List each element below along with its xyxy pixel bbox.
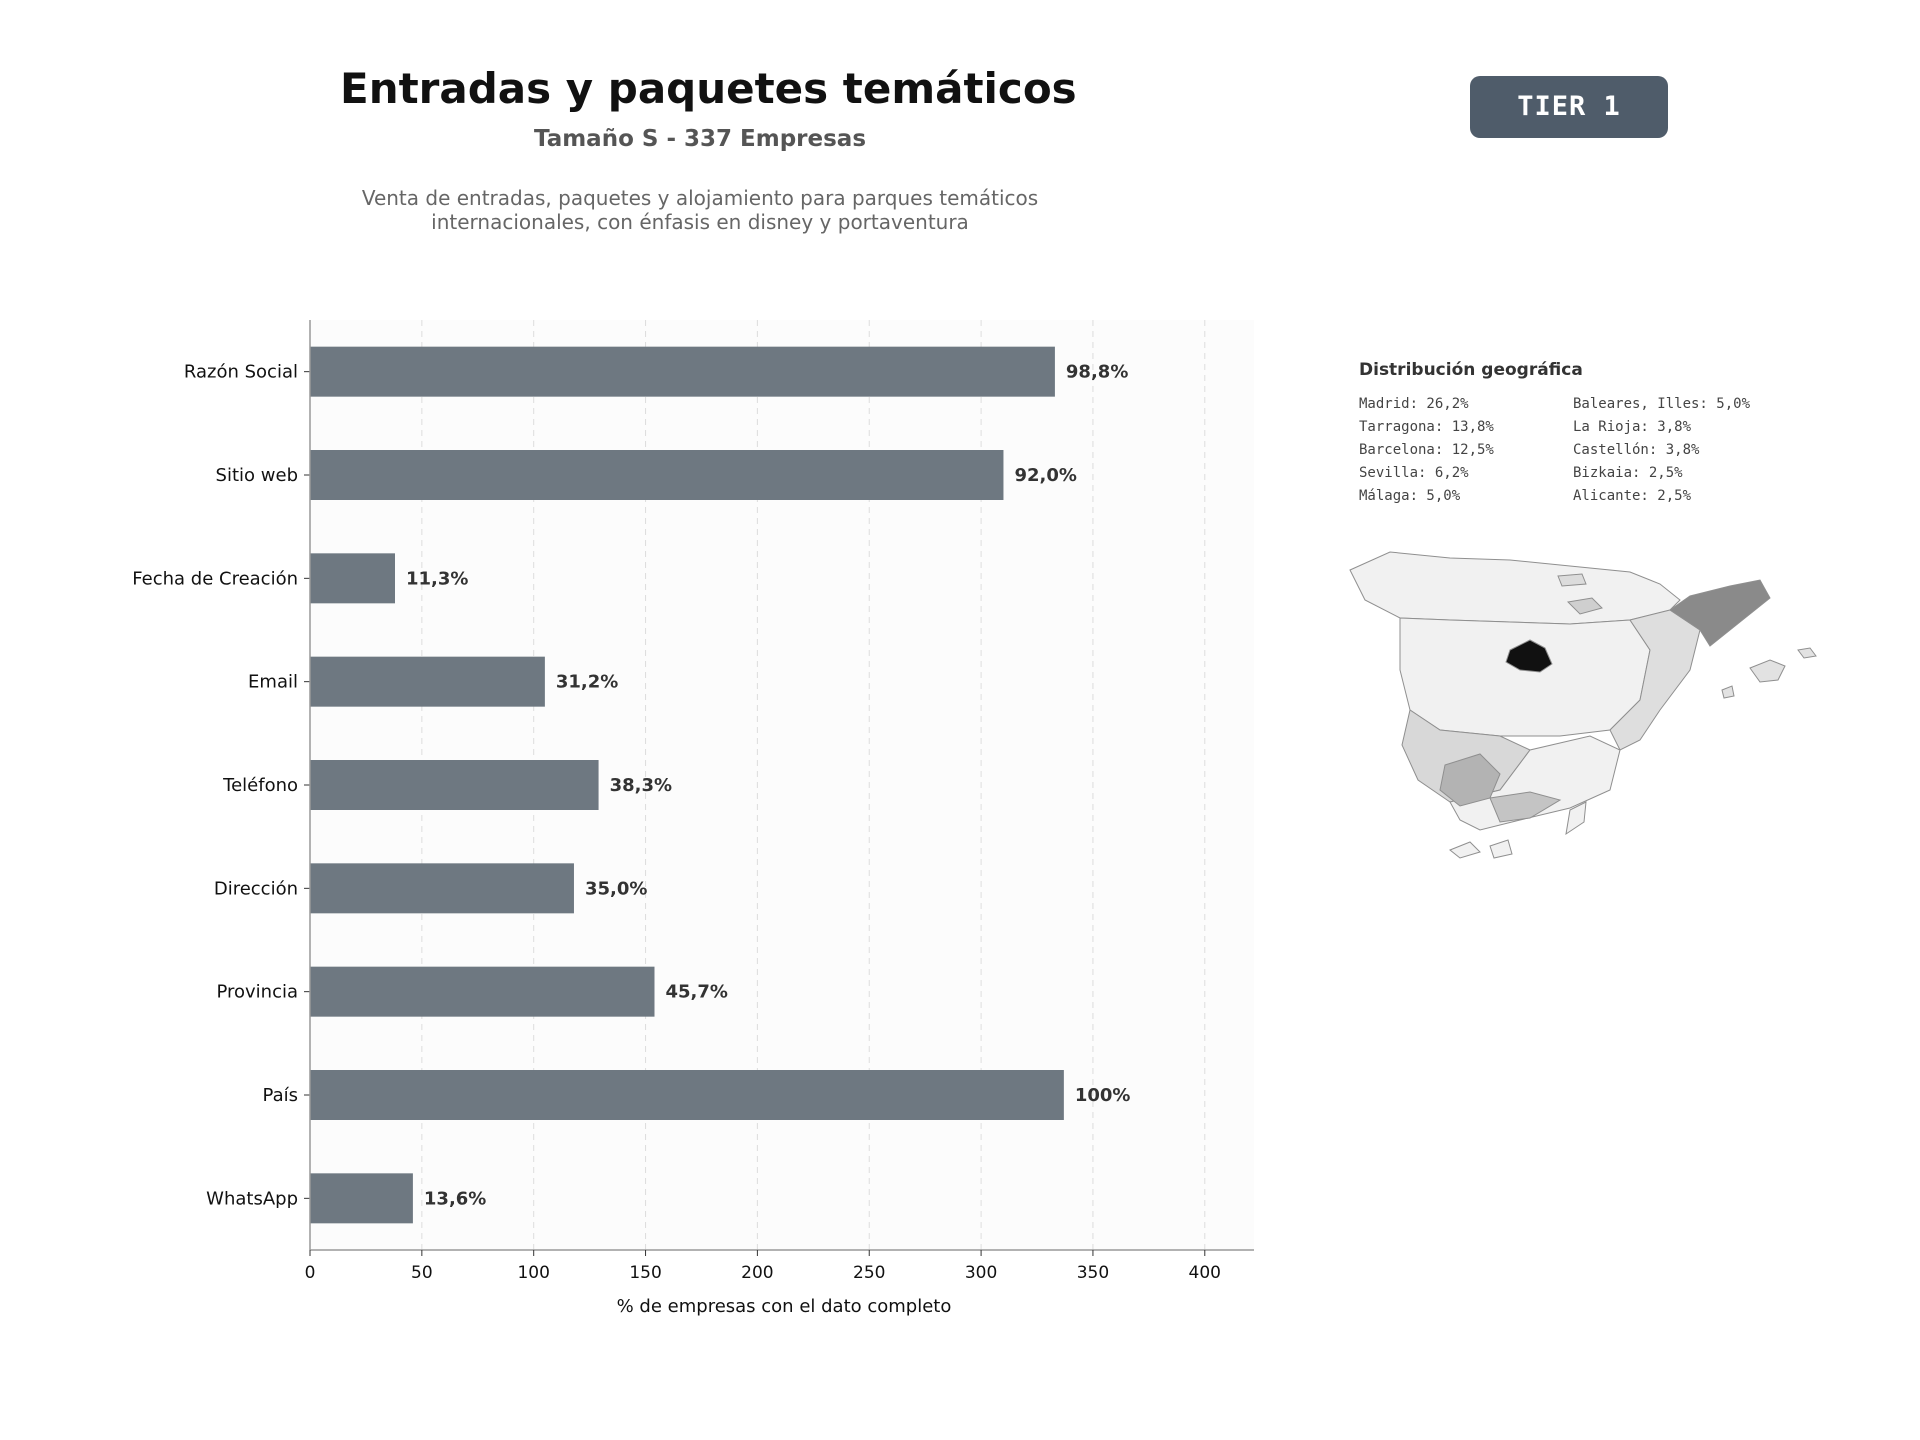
data-label: 13,6%: [424, 1188, 486, 1209]
y-tick-label: Sitio web: [216, 465, 298, 486]
geo-title: Distribución geográfica: [1359, 360, 1583, 380]
data-label: 98,8%: [1066, 362, 1128, 383]
y-tick-label: Teléfono: [222, 775, 298, 796]
data-label: 11,3%: [406, 568, 468, 589]
y-tick-label: País: [263, 1085, 298, 1106]
map-region-catalonia: [1669, 579, 1771, 647]
bar: [310, 1070, 1064, 1120]
data-label: 38,3%: [610, 775, 672, 796]
map-peninsula: [1349, 551, 1771, 831]
y-tick-label: Email: [248, 672, 298, 693]
x-tick-label: 50: [411, 1263, 433, 1283]
x-tick-label: 200: [741, 1263, 773, 1283]
spain-map: [1349, 551, 1817, 859]
geo-item: Tarragona: 13,8%: [1359, 419, 1494, 435]
chart-subtitle: Tamaño S - 337 Empresas: [533, 126, 867, 152]
geo-list: Madrid: 26,2% Baleares, Illes: 5,0% Tarr…: [1359, 396, 1799, 504]
geo-item: Baleares, Illes: 5,0%: [1573, 396, 1751, 412]
data-label: 92,0%: [1014, 465, 1076, 486]
bar: [310, 966, 655, 1017]
map-region-north: [1349, 551, 1681, 625]
y-tick-label: Razón Social: [184, 362, 298, 383]
x-tick-label: 400: [1189, 1263, 1221, 1283]
x-tick-label: 350: [1077, 1263, 1109, 1283]
y-tick-label: WhatsApp: [206, 1188, 298, 1209]
geo-item: La Rioja: 3,8%: [1573, 419, 1692, 435]
x-tick-label: 150: [629, 1263, 661, 1283]
map-canary-1: [1449, 841, 1481, 859]
x-tick-label: 0: [305, 1263, 316, 1283]
bar: [310, 1173, 413, 1224]
chart-title: Entradas y paquetes temáticos: [340, 64, 1077, 113]
map-region-malaga: [1489, 791, 1562, 823]
map-islands: [1449, 647, 1817, 859]
y-tick-label: Dirección: [214, 878, 298, 899]
geo-distribution-panel: Distribución geográfica Madrid: 26,2% Ba…: [1359, 360, 1799, 504]
geo-item: Barcelona: 12,5%: [1359, 442, 1494, 458]
x-tick-label: 250: [853, 1263, 885, 1283]
map-baleares-mallorca: [1749, 659, 1786, 683]
chart-description: Venta de entradas, paquetes y alojamient…: [361, 186, 1039, 234]
bar: [310, 346, 1055, 397]
data-label: 31,2%: [556, 672, 618, 693]
geo-item: Alicante: 2,5%: [1573, 488, 1692, 504]
map-region-south: [1449, 735, 1621, 831]
bar: [310, 553, 396, 604]
map-canary-3: [1565, 801, 1587, 836]
geo-item: Bizkaia: 2,5%: [1573, 465, 1683, 481]
bar: [310, 760, 599, 810]
x-axis-label: % de empresas con el dato completo: [617, 1296, 952, 1317]
map-region-rioja: [1566, 597, 1603, 615]
bar: [310, 450, 1004, 500]
map-region-bizkaia: [1557, 573, 1587, 587]
geo-item: Sevilla: 6,2%: [1359, 465, 1469, 481]
bar: [310, 656, 545, 707]
data-label: 45,7%: [665, 982, 727, 1003]
completeness-bar-chart: 98,8% Razón Social 92,0% Sitio web 11,3% Fech…: [132, 320, 1254, 1317]
y-tick-label: Provincia: [216, 982, 298, 1003]
bar: [310, 863, 574, 914]
geo-item: Castellón: 3,8%: [1573, 442, 1700, 458]
data-label: 100%: [1075, 1085, 1131, 1106]
y-tick-label: Fecha de Creación: [132, 568, 298, 589]
x-tick-label: 100: [517, 1263, 549, 1283]
geo-item: Málaga: 5,0%: [1359, 488, 1461, 504]
map-baleares-menorca: [1797, 647, 1817, 659]
x-tick-label: 300: [965, 1263, 997, 1283]
map-canary-2: [1489, 839, 1513, 859]
geo-item: Madrid: 26,2%: [1359, 396, 1469, 412]
tier-badge: TIER 1: [1470, 76, 1668, 138]
map-baleares-ibiza: [1721, 685, 1735, 699]
data-label: 35,0%: [585, 878, 647, 899]
map-region-madrid: [1505, 639, 1553, 673]
map-region-center: [1399, 617, 1651, 737]
